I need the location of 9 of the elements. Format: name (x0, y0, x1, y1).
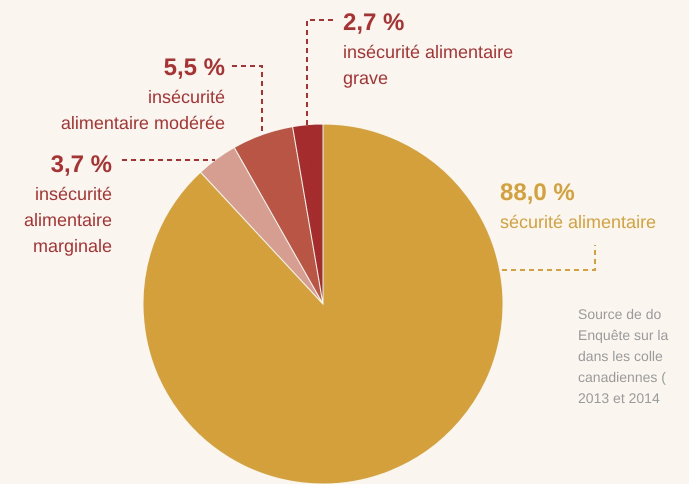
data-label: 3,7 % (50, 151, 112, 178)
slice-label: insécurité alimentaire marginale (24, 184, 112, 256)
data-label: 2,7 % (343, 9, 404, 36)
slice-label: sécurité alimentaire (500, 212, 656, 232)
slice-label: insécurité alimentaire grave (343, 42, 514, 88)
slice-label: insécurité alimentaire modérée (60, 87, 225, 133)
source-note: Source de do Enquête sur la dans les colle canadiennes ( 2013 et 2014 (578, 305, 668, 408)
data-label: 5,5 % (164, 54, 225, 81)
data-label: 88,0 % (500, 179, 575, 206)
